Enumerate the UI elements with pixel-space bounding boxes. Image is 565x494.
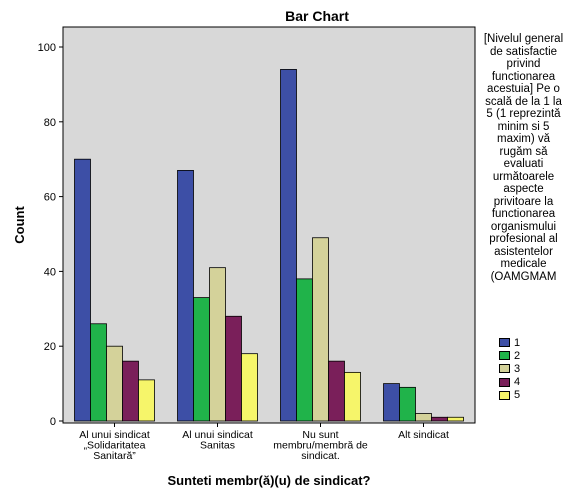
- x-tick-label: Al unui sindicat: [79, 429, 150, 441]
- x-tick-label: sindicat.: [301, 450, 340, 462]
- legend-title: [Nivelul general de satisfactie privind …: [483, 33, 564, 283]
- legend-label: 4: [514, 376, 521, 389]
- bar: [328, 360, 345, 422]
- bar: [383, 383, 400, 422]
- bar: [138, 379, 155, 422]
- legend-item: 5: [499, 389, 520, 402]
- bar: [280, 69, 297, 422]
- legend-swatch: [499, 377, 510, 387]
- chart-title: Bar Chart: [285, 8, 349, 24]
- legend-swatch: [499, 351, 510, 361]
- bar: [122, 360, 139, 422]
- bar: [177, 170, 194, 422]
- legend-item: 3: [499, 362, 520, 375]
- x-tick-label: Sanitară”: [93, 450, 136, 462]
- x-tick-label: membru/membră de: [273, 440, 368, 452]
- bar: [209, 267, 226, 422]
- legend-item: 1: [499, 336, 520, 349]
- x-tick-label: Sanitas: [200, 440, 235, 452]
- legend-item: 4: [499, 376, 520, 389]
- y-tick-label: 60: [44, 192, 56, 204]
- y-axis-label: Count: [12, 206, 27, 244]
- y-tick-label: 20: [44, 341, 56, 353]
- x-tick-label: „Solidaritatea: [84, 440, 146, 452]
- plot-area: [62, 26, 476, 424]
- legend-label: 2: [514, 349, 521, 362]
- bar: [431, 416, 448, 422]
- bar: [296, 278, 313, 422]
- bars-group: [74, 69, 464, 422]
- y-tick-label: 40: [44, 266, 56, 278]
- y-tick-label: 0: [50, 416, 56, 428]
- legend-swatch: [499, 364, 510, 374]
- x-tick-label: Alt sindicat: [398, 429, 449, 441]
- legend-label: 1: [514, 336, 521, 349]
- bar: [106, 345, 123, 422]
- bar: [399, 386, 416, 422]
- legend-label: 5: [514, 389, 521, 402]
- x-axis: Al unui sindicat„SolidaritateaSanitară”A…: [79, 423, 449, 462]
- legend-swatch: [499, 390, 510, 400]
- x-tick-label: Nu sunt: [302, 429, 338, 441]
- legend-swatch: [499, 338, 510, 348]
- legend-item: 2: [499, 349, 520, 362]
- bar: [344, 371, 361, 422]
- legend-label: 3: [514, 362, 521, 375]
- bar: [415, 413, 432, 422]
- x-tick-label: Al unui sindicat: [182, 429, 253, 441]
- x-axis-label: Sunteti membr(ă)(u) de sindicat?: [168, 473, 371, 488]
- bar: [90, 323, 107, 422]
- bar: [312, 237, 329, 422]
- bar: [193, 297, 210, 422]
- y-tick-label: 100: [38, 42, 56, 54]
- bar: [74, 158, 91, 422]
- y-tick-label: 80: [44, 117, 56, 129]
- bar: [447, 416, 464, 422]
- bar: [241, 353, 258, 422]
- bar: [225, 315, 242, 422]
- y-axis: 0 20 40 60 80 100: [38, 42, 63, 428]
